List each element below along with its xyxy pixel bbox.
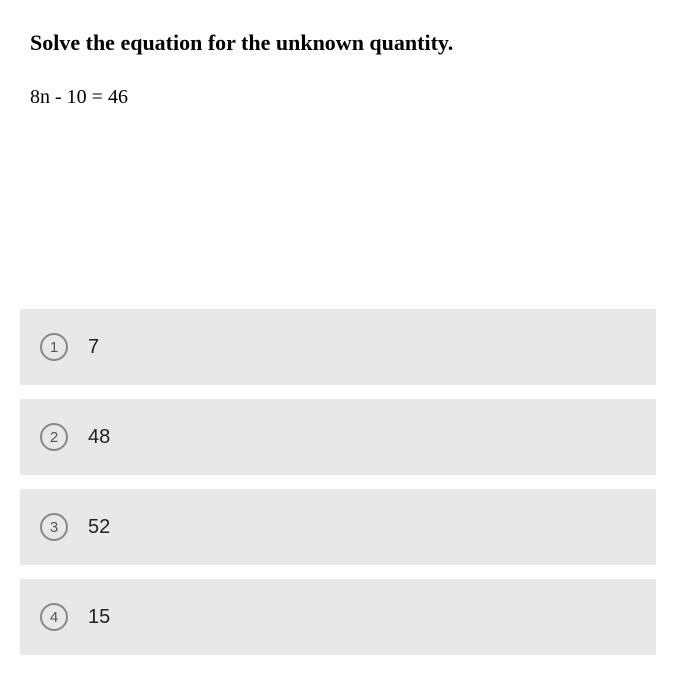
option-number-badge: 2 [40, 423, 68, 451]
option-4[interactable]: 4 15 [20, 579, 656, 655]
option-text: 15 [88, 606, 110, 629]
option-text: 52 [88, 516, 110, 539]
option-3[interactable]: 3 52 [20, 489, 656, 565]
equation-text: 8n - 10 = 46 [30, 86, 656, 109]
option-2[interactable]: 2 48 [20, 399, 656, 475]
option-text: 48 [88, 426, 110, 449]
option-number-badge: 1 [40, 333, 68, 361]
option-text: 7 [88, 336, 99, 359]
option-1[interactable]: 1 7 [20, 309, 656, 385]
option-number-badge: 4 [40, 603, 68, 631]
options-list: 1 7 2 48 3 52 4 15 [20, 309, 656, 655]
question-title: Solve the equation for the unknown quant… [30, 30, 656, 56]
option-number-badge: 3 [40, 513, 68, 541]
